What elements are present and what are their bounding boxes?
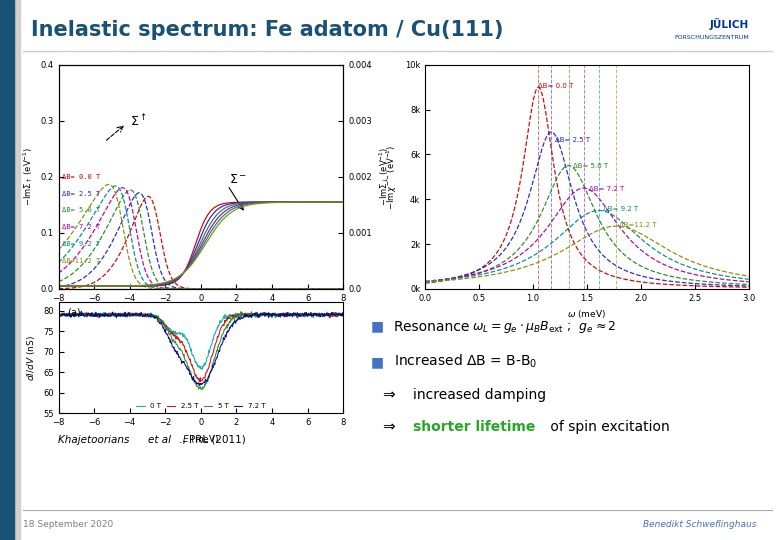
- 2.5 T: [339, 312, 348, 318]
- 2.5 T: [196, 379, 205, 385]
- 0 T: [127, 310, 136, 317]
- Y-axis label: $-\mathrm{Im}\Sigma_\downarrow\,(\mathrm{eV}^{-1})$: $-\mathrm{Im}\Sigma_\downarrow\,(\mathrm…: [378, 147, 392, 206]
- 0 T: [197, 366, 207, 373]
- 2.5 T: [222, 317, 232, 323]
- Text: ΔB= 2.5 T: ΔB= 2.5 T: [555, 137, 590, 143]
- 2.5 T: [269, 310, 278, 317]
- Text: ΔB= 7.2 T: ΔB= 7.2 T: [589, 186, 624, 192]
- 5 T: [236, 308, 246, 315]
- Text: ΔB= 5.0 T: ΔB= 5.0 T: [573, 164, 608, 170]
- Text: ΔB= 9.2 T: ΔB= 9.2 T: [603, 206, 638, 212]
- Text: (a): (a): [67, 308, 80, 318]
- Text: ΔB= 0.0 T: ΔB= 0.0 T: [538, 83, 574, 89]
- Text: ΔB= 0.0 T: ΔB= 0.0 T: [62, 174, 101, 180]
- 0 T: [222, 313, 232, 320]
- Text: ., PRL (2011): ., PRL (2011): [179, 435, 246, 445]
- 0 T: [339, 312, 348, 318]
- Y-axis label: $dI/dV$ (nS): $dI/dV$ (nS): [26, 335, 37, 381]
- 7.2 T: [194, 382, 204, 389]
- Legend: 0 T, 2.5 T, 5 T, 7.2 T: 0 T, 2.5 T, 5 T, 7.2 T: [133, 400, 268, 412]
- X-axis label: $V_\mathrm{Bias}$ (meV): $V_\mathrm{Bias}$ (meV): [176, 308, 226, 321]
- X-axis label: $E$ (meV): $E$ (meV): [183, 433, 219, 444]
- 2.5 T: [183, 350, 192, 357]
- 0 T: [268, 312, 278, 318]
- Text: ΔB= 9.2 T: ΔB= 9.2 T: [62, 241, 101, 247]
- Line: 0 T: 0 T: [58, 312, 343, 369]
- 0 T: [244, 310, 254, 317]
- Text: ⇒: ⇒: [382, 388, 395, 403]
- Text: Resonance: Resonance: [394, 320, 473, 334]
- 5 T: [105, 311, 114, 318]
- Text: ■: ■: [370, 320, 384, 334]
- 7.2 T: [183, 366, 193, 373]
- 5 T: [245, 311, 254, 318]
- Text: of spin excitation: of spin excitation: [546, 420, 670, 434]
- Line: 5 T: 5 T: [58, 312, 343, 390]
- 5 T: [197, 387, 207, 393]
- 7.2 T: [269, 310, 278, 317]
- 0 T: [183, 336, 192, 342]
- Text: ■: ■: [370, 355, 384, 369]
- Text: shorter lifetime: shorter lifetime: [413, 420, 536, 434]
- Line: 2.5 T: 2.5 T: [58, 312, 343, 382]
- Text: Khajetoorians: Khajetoorians: [58, 435, 133, 445]
- 2.5 T: [105, 312, 114, 318]
- Text: $\Sigma^-$: $\Sigma^-$: [229, 173, 247, 186]
- 7.2 T: [76, 308, 86, 314]
- 5 T: [269, 312, 278, 319]
- 7.2 T: [105, 312, 114, 319]
- 7.2 T: [222, 329, 232, 335]
- 2.5 T: [127, 313, 136, 319]
- Text: ΔB= 5.0 T: ΔB= 5.0 T: [62, 207, 101, 213]
- Text: ⇒: ⇒: [382, 419, 395, 434]
- Text: et al: et al: [148, 435, 171, 445]
- Text: ΔB=11.2 T: ΔB=11.2 T: [62, 258, 101, 264]
- 0 T: [105, 310, 114, 316]
- 2.5 T: [260, 309, 269, 315]
- 0 T: [322, 309, 332, 315]
- 5 T: [183, 361, 192, 368]
- Y-axis label: $-\mathrm{Im}\Sigma_\uparrow\,(\mathrm{eV}^{-1})$: $-\mathrm{Im}\Sigma_\uparrow\,(\mathrm{e…: [21, 147, 35, 206]
- Text: JÜLICH: JÜLICH: [710, 18, 749, 30]
- Line: 7.2 T: 7.2 T: [58, 311, 343, 386]
- Text: Inelastic spectrum: Fe adatom / Cu(111): Inelastic spectrum: Fe adatom / Cu(111): [31, 19, 504, 40]
- 7.2 T: [245, 312, 254, 319]
- Text: 18 September 2020: 18 September 2020: [23, 521, 114, 529]
- 5 T: [222, 322, 232, 328]
- 5 T: [339, 311, 348, 318]
- Text: Increased $\Delta$B = B-B$_0$: Increased $\Delta$B = B-B$_0$: [394, 353, 537, 370]
- Text: ΔB=11.2 T: ΔB=11.2 T: [619, 221, 657, 228]
- 5 T: [127, 310, 136, 317]
- X-axis label: $\omega$ (meV): $\omega$ (meV): [567, 308, 607, 320]
- 7.2 T: [127, 311, 136, 318]
- Text: FORSCHUNGSZENTRUM: FORSCHUNGSZENTRUM: [674, 35, 749, 40]
- Text: Benedikt Schweflinghaus: Benedikt Schweflinghaus: [643, 521, 757, 529]
- 0 T: [54, 310, 63, 316]
- Text: increased damping: increased damping: [413, 388, 547, 402]
- Y-axis label: $-\mathrm{Im}\,\chi^{--}\,(\mathrm{eV}^{-1})$: $-\mathrm{Im}\,\chi^{--}\,(\mathrm{eV}^{…: [385, 144, 399, 210]
- 2.5 T: [54, 312, 63, 318]
- Text: ΔB= 2.5 T: ΔB= 2.5 T: [62, 191, 101, 197]
- 7.2 T: [339, 312, 348, 319]
- Text: $\Sigma^\uparrow$: $\Sigma^\uparrow$: [129, 113, 147, 129]
- Text: ΔB= 7.2 T: ΔB= 7.2 T: [62, 224, 101, 230]
- 5 T: [54, 313, 63, 319]
- 2.5 T: [244, 313, 254, 319]
- Text: $\omega_L = g_e \cdot \mu_B B_\mathrm{ext}$ ;  $g_e \approx 2$: $\omega_L = g_e \cdot \mu_B B_\mathrm{ex…: [472, 319, 616, 335]
- 7.2 T: [54, 310, 63, 317]
